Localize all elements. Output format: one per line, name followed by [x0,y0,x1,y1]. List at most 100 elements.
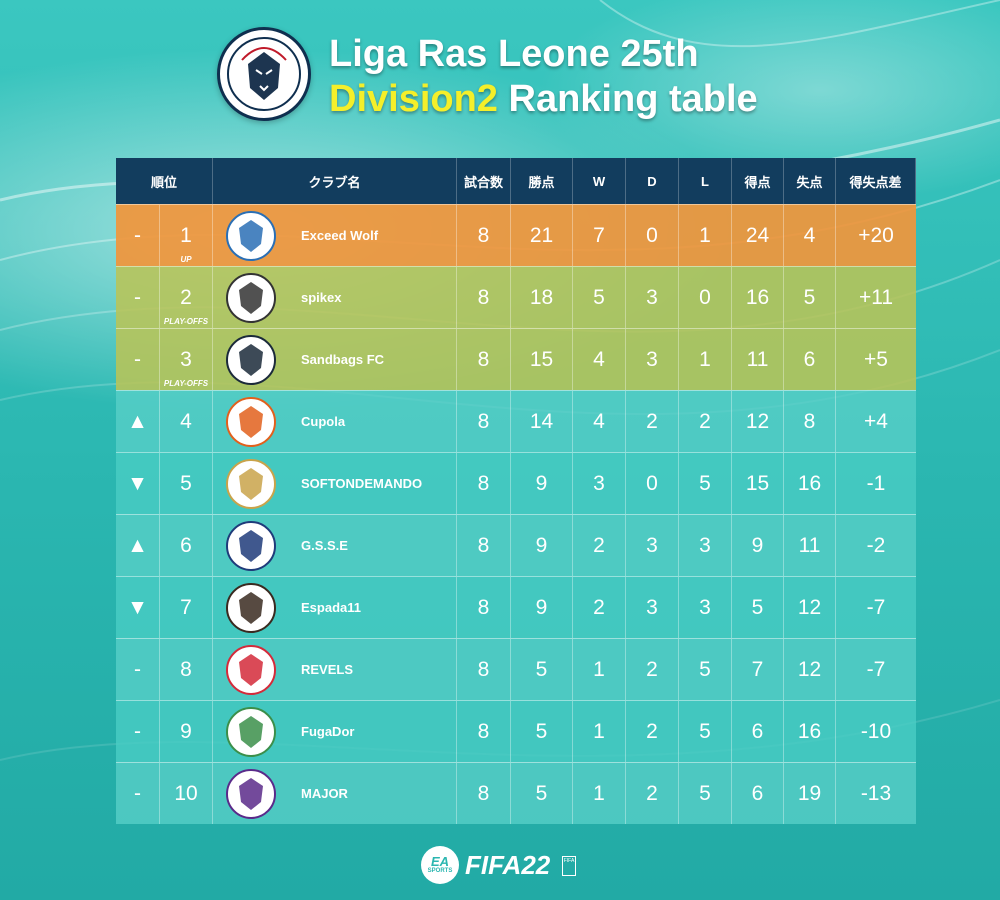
column-header-played: 試合数 [457,158,511,204]
rank-number: 6 [180,533,192,557]
wins-cell: 1 [573,763,626,824]
points-cell: 5 [511,763,573,824]
wins-cell: 2 [573,577,626,638]
fifa-mark-icon: FIFA [562,856,576,876]
trend-cell: - [116,763,160,824]
trend-cell: ▼ [116,453,160,514]
rank-number: 9 [180,719,192,743]
wins-cell: 4 [573,391,626,452]
trend-cell: ▼ [116,577,160,638]
draws-cell: 2 [626,639,679,700]
league-logo [217,27,311,121]
trend-cell: ▲ [116,391,160,452]
goals-for-cell: 7 [732,639,784,700]
wins-cell: 7 [573,205,626,266]
played-cell: 8 [457,205,511,266]
wins-cell: 1 [573,701,626,762]
page-subtitle: Division2 Ranking table [329,78,758,121]
losses-cell: 0 [679,267,732,328]
club-cell: G.S.S.E [213,515,457,576]
club-cell: MAJOR [213,763,457,824]
rank-number: 3 [180,347,192,371]
exceed-wolf-crest-icon [226,211,276,261]
goals-against-cell: 12 [784,577,836,638]
played-cell: 8 [457,639,511,700]
goals-against-cell: 12 [784,639,836,700]
club-name: G.S.S.E [301,538,348,553]
club-name: SOFTONDEMANDO [301,476,423,491]
losses-cell: 1 [679,329,732,390]
goal-difference-cell: -10 [860,719,892,743]
wins-cell: 3 [573,453,626,514]
fifa-label: FIFA22 [465,850,551,880]
played-cell: 8 [457,329,511,390]
rank-cell: 2 PLAY-OFFS [160,267,213,328]
fugador-crest-icon [226,707,276,757]
trend-cell: - [116,329,160,390]
club-cell: Sandbags FC [213,329,457,390]
table-row: ▲ 6 G.S.S.E 8 9 2 3 3 9 11 -2 [116,514,916,576]
draws-cell: 3 [626,267,679,328]
goals-for-cell: 6 [732,701,784,762]
trend-cell: - [116,639,160,700]
rank-cell: 10 [160,763,213,824]
wins-cell: 1 [573,639,626,700]
losses-cell: 5 [679,453,732,514]
draws-cell: 3 [626,515,679,576]
column-header-rank: 順位 [116,158,213,204]
column-header-wins: W [573,158,626,204]
rank-cell: 6 [160,515,213,576]
points-cell: 21 [511,205,573,266]
points-cell: 15 [511,329,573,390]
table-row: -10 MAJOR 8 5 1 2 5 6 19 -13 [116,762,916,824]
goals-against-cell: 11 [784,515,836,576]
club-cell: FugaDor [213,701,457,762]
table-header-row: 順位 クラブ名 試合数 勝点 W D L 得点 失点 得失点差 [116,158,916,204]
losses-cell: 1 [679,205,732,266]
played-cell: 8 [457,763,511,824]
club-name: Cupola [301,414,346,429]
rank-number: 7 [180,595,192,619]
goal-difference-cell: -7 [866,595,886,619]
qualification-note: UP [180,255,192,264]
table-row: -9 FugaDor 8 5 1 2 5 6 16 -10 [116,700,916,762]
goals-for-cell: 5 [732,577,784,638]
rank-number: 1 [180,223,192,247]
ea-sports-icon: EA SPORTS [421,846,459,884]
played-cell: 8 [457,577,511,638]
column-header-draws: D [626,158,679,204]
goals-against-cell: 6 [784,329,836,390]
spikex-shoe-icon [226,273,276,323]
goals-for-cell: 9 [732,515,784,576]
goals-against-cell: 19 [784,763,836,824]
rank-cell: 8 [160,639,213,700]
goals-against-cell: 5 [784,267,836,328]
wins-cell: 5 [573,267,626,328]
club-name: FugaDor [301,724,355,739]
rank-cell: 7 [160,577,213,638]
points-cell: 18 [511,267,573,328]
rank-number: 8 [180,657,192,681]
wins-cell: 2 [573,515,626,576]
losses-cell: 2 [679,391,732,452]
page-title: Liga Ras Leone 25th [329,33,699,75]
goal-difference-cell: -2 [866,533,886,557]
draws-cell: 3 [626,577,679,638]
points-cell: 5 [511,701,573,762]
division-label: Division2 [329,78,498,120]
rank-cell: 5 [160,453,213,514]
goals-against-cell: 16 [784,701,836,762]
qualification-note: PLAY-OFFS [163,317,209,326]
goals-for-cell: 16 [732,267,784,328]
lion-crest-icon [227,37,301,111]
goals-against-cell: 8 [784,391,836,452]
played-cell: 8 [457,453,511,514]
points-cell: 14 [511,391,573,452]
sandbags-fc-crest-icon [226,335,276,385]
draws-cell: 3 [626,329,679,390]
revels-shield-icon [226,645,276,695]
table-row: ▼ 7 Espada11 8 9 2 3 3 5 12 -7 [116,576,916,638]
trend-cell: - [116,205,160,266]
column-header-points: 勝点 [511,158,573,204]
goal-difference-cell: -1 [866,471,886,495]
